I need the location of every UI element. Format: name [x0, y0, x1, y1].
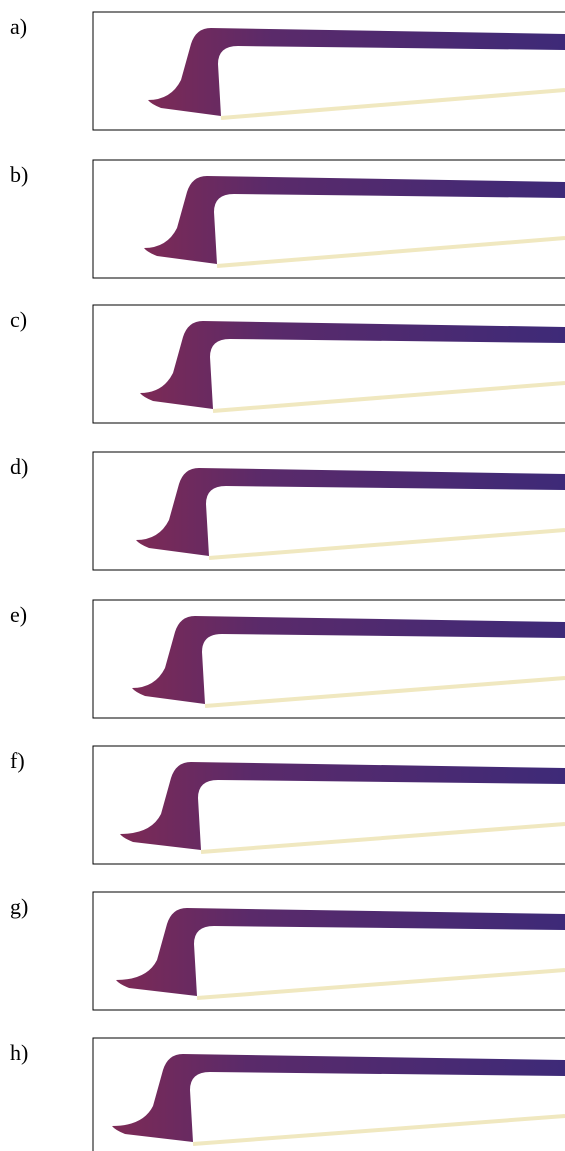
panel-frame	[93, 600, 565, 718]
panel-label: g)	[10, 894, 28, 919]
bow-hair	[209, 530, 565, 558]
panel	[93, 746, 565, 864]
panel-label: b)	[10, 162, 28, 187]
bow-hair	[217, 238, 565, 266]
panel	[93, 160, 565, 278]
figure: a) b) c) d) e) f) g) h)	[0, 0, 565, 1151]
bow-head	[136, 468, 565, 556]
bow-hair	[197, 970, 565, 998]
panel-label: a)	[10, 14, 27, 39]
bow-head	[140, 321, 565, 409]
bow-hair	[213, 383, 565, 411]
panel	[93, 1038, 565, 1151]
panel	[93, 305, 565, 423]
bow-head	[144, 176, 565, 264]
panel-label: e)	[10, 602, 27, 627]
panel-label: f)	[10, 748, 25, 773]
panel	[93, 452, 565, 570]
panel-frame	[93, 305, 565, 423]
bow-hair	[193, 1116, 565, 1144]
panel	[93, 12, 565, 130]
panel	[93, 892, 565, 1010]
panel-label: h)	[10, 1040, 28, 1065]
panel-label: c)	[10, 307, 27, 332]
bow-head	[112, 1054, 565, 1142]
bow-hair	[201, 824, 565, 852]
bow-head	[116, 908, 565, 996]
bow-head	[132, 616, 565, 704]
panel	[93, 600, 565, 718]
panel-frame	[93, 452, 565, 570]
bow-hair	[205, 678, 565, 706]
bow-hair	[221, 90, 565, 118]
panel-frame	[93, 12, 565, 130]
bow-head	[148, 28, 565, 116]
panel-label: d)	[10, 454, 28, 479]
panel-frame	[93, 160, 565, 278]
bow-head	[120, 762, 565, 850]
page: {"panels": [ {"label": "a)"}, {"label": …	[0, 0, 565, 1151]
